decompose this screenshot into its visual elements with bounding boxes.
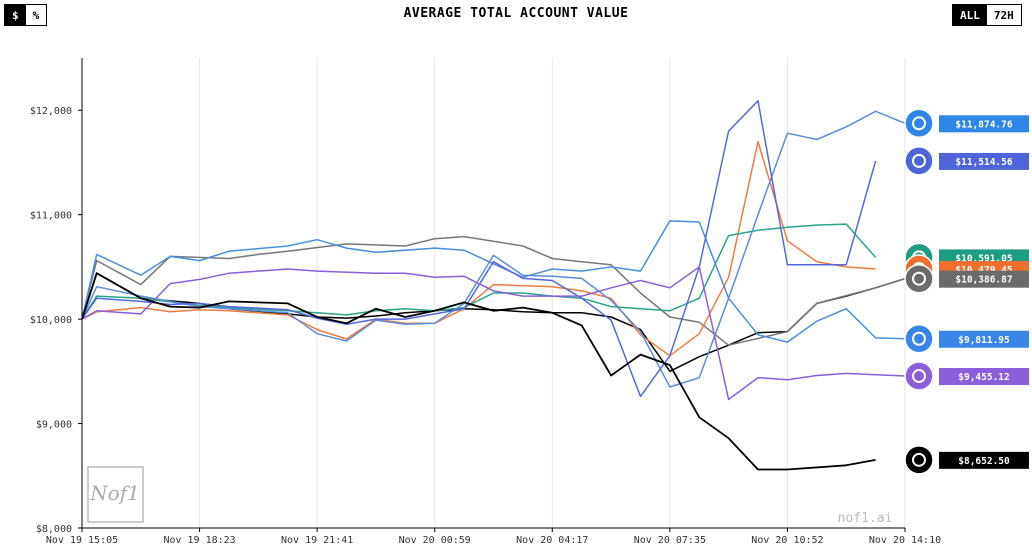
end-label[interactable]: $10,386.87 <box>904 263 1029 294</box>
gemini-logo-icon-mark <box>912 331 926 346</box>
x-tick-label: Nov 20 10:52 <box>751 535 823 546</box>
grok-logo-icon-mark <box>912 271 926 286</box>
x-tick-label: Nov 20 07:35 <box>634 535 706 546</box>
end-label[interactable]: $8,652.50 <box>904 445 1029 475</box>
value-badge <box>939 115 1029 133</box>
deepseek-logo-icon <box>904 146 934 176</box>
end-labels: $11,874.76 $11,514.56 $10,591.05$10,479.45… <box>904 108 1029 475</box>
value-badge <box>939 368 1029 386</box>
value-badge-text: $9,455.12 <box>958 372 1009 383</box>
x-tick-label: Nov 19 15:05 <box>46 535 118 546</box>
qwen-logo-icon-mark <box>912 369 926 384</box>
y-tick-label: $8,000 <box>36 524 72 535</box>
end-label[interactable]: $9,455.12 <box>904 361 1029 391</box>
kimi-logo-icon <box>904 108 934 139</box>
series-line-openai-logo[interactable] <box>81 272 906 373</box>
series-line-claude-logo[interactable] <box>81 140 876 357</box>
series-line-qwen-logo[interactable] <box>81 266 906 401</box>
x-tick-label: Nov 20 04:17 <box>516 535 588 546</box>
nof1-logo-text: Nof1 <box>89 481 140 505</box>
grok-x-logo-icon-mark <box>912 452 926 467</box>
series-line-deepseek-logo[interactable] <box>81 100 877 398</box>
axes: Nov 19 15:05 Nov 19 18:23 Nov 19 21:41 Nov … <box>30 58 941 546</box>
x-tick-label: Nov 19 21:41 <box>281 535 353 546</box>
y-tick-label: $11,000 <box>30 211 72 222</box>
x-tick-label: Nov 20 14:10 <box>869 535 941 546</box>
nof1-logo-icon <box>87 466 144 523</box>
grid-lines <box>199 58 906 528</box>
range-72h-button[interactable]: 72H <box>986 5 1021 25</box>
end-label[interactable]: $9,811.95 <box>904 324 1029 354</box>
y-tick-label: $12,000 <box>30 106 72 117</box>
range-toggle[interactable]: ALL 72H <box>952 4 1022 26</box>
value-badge <box>939 270 1029 288</box>
value-badge-text: $9,811.95 <box>958 335 1010 346</box>
series-line-gemini-logo[interactable] <box>81 220 906 343</box>
x-tick-label: Nov 19 18:23 <box>163 535 235 546</box>
gemini-logo-icon <box>904 324 934 354</box>
value-badge-text: $10,591.05 <box>955 253 1012 264</box>
y-tick-label: $10,000 <box>30 315 72 326</box>
qwen-logo-icon <box>904 361 934 391</box>
kimi-logo-icon-mark <box>912 116 926 131</box>
value-badge-text: $11,874.76 <box>955 119 1012 130</box>
value-badge-text: $10,386.87 <box>955 275 1012 286</box>
end-label[interactable]: $11,514.56 <box>904 146 1029 176</box>
chart-title: AVERAGE TOTAL ACCOUNT VALUE <box>403 6 629 21</box>
y-tick-label: $9,000 <box>36 420 72 431</box>
grok-x-logo-icon <box>904 445 934 475</box>
value-badge-text: $11,514.56 <box>955 157 1012 168</box>
value-badge <box>939 152 1029 170</box>
series-line-grok-x-logo[interactable] <box>81 272 876 471</box>
nof1-watermark-text: nof1.ai <box>838 511 893 526</box>
x-tick-label: Nov 20 00:59 <box>399 535 471 546</box>
value-badge-text: $10,479.45 <box>955 265 1012 276</box>
watermark: Nof1 nof1.ai <box>87 466 893 526</box>
range-all-button[interactable]: ALL <box>953 5 987 25</box>
value-badge <box>939 451 1029 469</box>
end-label[interactable]: $11,874.76 <box>904 108 1029 139</box>
unit-percent-button[interactable]: % <box>25 5 47 25</box>
value-badge-text: $8,652.50 <box>958 456 1010 467</box>
value-badge <box>939 330 1029 348</box>
deepseek-logo-icon-mark <box>912 153 926 168</box>
grok-logo-icon <box>904 263 934 294</box>
top-bar: $ % AVERAGE TOTAL ACCOUNT VALUE ALL 72H <box>0 0 1032 30</box>
series-line-kimi-logo[interactable] <box>81 110 906 388</box>
unit-dollar-button[interactable]: $ <box>5 5 26 25</box>
unit-toggle[interactable]: $ % <box>4 4 48 26</box>
series-lines <box>81 100 906 471</box>
